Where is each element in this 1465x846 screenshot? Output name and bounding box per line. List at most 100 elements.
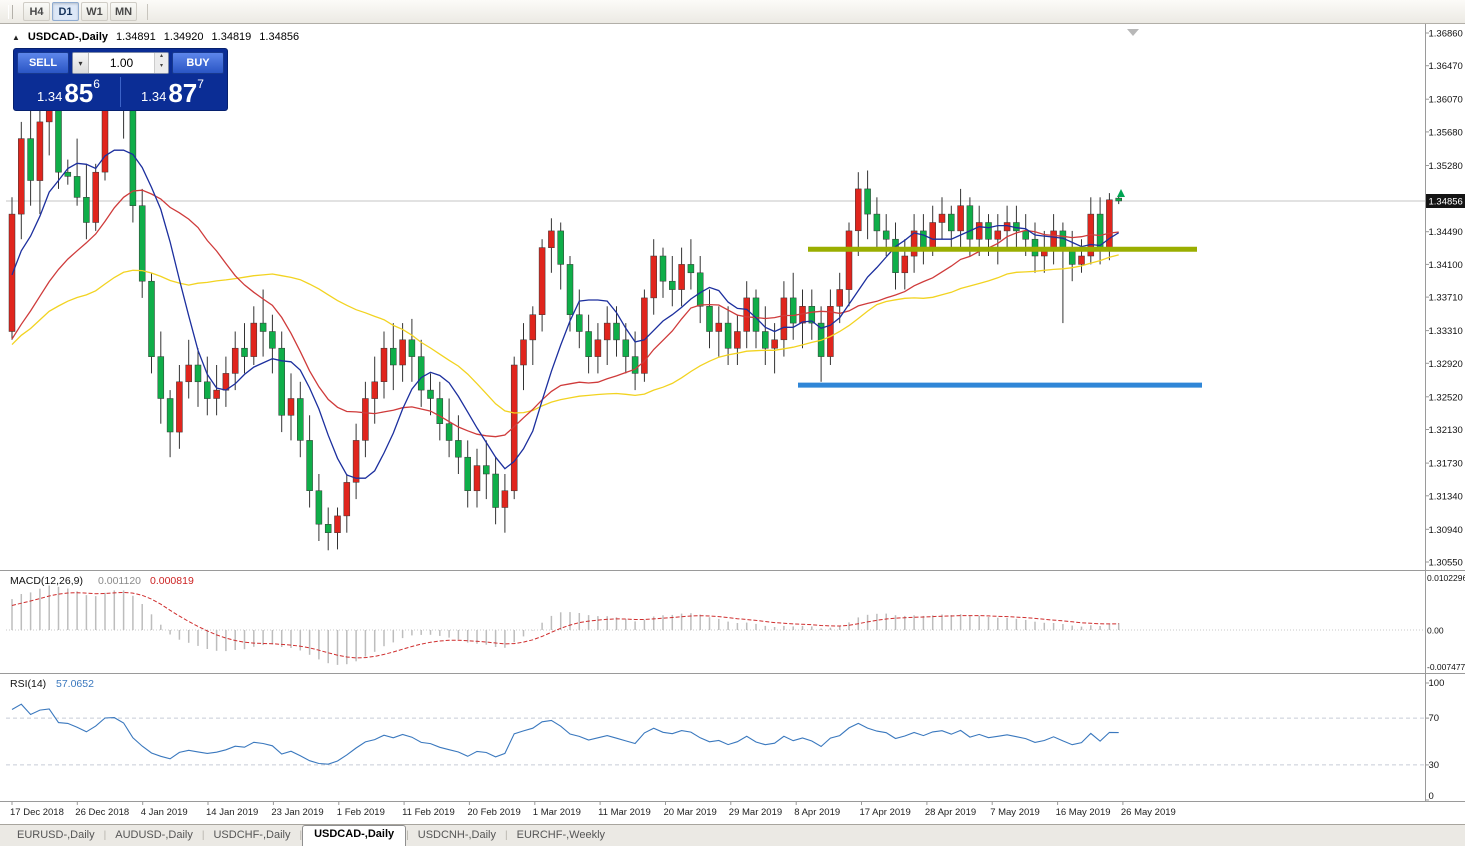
buy-button[interactable]: BUY xyxy=(172,52,224,74)
svg-text:1 Mar 2019: 1 Mar 2019 xyxy=(533,807,581,818)
spinner-down-icon[interactable]: ▾ xyxy=(155,63,168,73)
svg-text:28 Apr 2019: 28 Apr 2019 xyxy=(925,807,976,818)
svg-text:1.32130: 1.32130 xyxy=(1429,425,1463,436)
ohlc-high: 1.34920 xyxy=(163,31,204,43)
toolbar-grip[interactable] xyxy=(8,4,13,19)
chart-canvas[interactable]: 1.368601.364701.360701.356801.352801.348… xyxy=(0,0,1465,824)
tab-separator: | xyxy=(299,830,303,841)
trade-panel-controls: SELL ▾ ▴▾ BUY xyxy=(17,52,224,74)
buy-price[interactable]: 1.34 87 7 xyxy=(120,77,224,107)
chart-shift-icon[interactable] xyxy=(1127,29,1139,36)
svg-text:1.31730: 1.31730 xyxy=(1429,459,1463,470)
svg-text:16 May 2019: 16 May 2019 xyxy=(1056,807,1111,818)
timeframe-toolbar: H4 D1 W1 MN xyxy=(0,0,1465,24)
svg-text:8 Apr 2019: 8 Apr 2019 xyxy=(794,807,840,818)
svg-text:11 Mar 2019: 11 Mar 2019 xyxy=(598,807,651,818)
spinner-up-icon[interactable]: ▴ xyxy=(155,53,168,63)
sell-price[interactable]: 1.34 85 6 xyxy=(17,77,120,107)
svg-text:17 Apr 2019: 17 Apr 2019 xyxy=(860,807,911,818)
svg-text:14 Jan 2019: 14 Jan 2019 xyxy=(206,807,258,818)
svg-text:1.34490: 1.34490 xyxy=(1429,227,1463,238)
svg-text:1.30940: 1.30940 xyxy=(1429,525,1463,536)
ohlc-close: 1.34856 xyxy=(259,31,300,43)
svg-text:4 Jan 2019: 4 Jan 2019 xyxy=(141,807,188,818)
ohlc-low: 1.34819 xyxy=(211,31,252,43)
timeframe-mn[interactable]: MN xyxy=(110,2,137,22)
svg-text:MACD(12,26,9): MACD(12,26,9) xyxy=(10,575,83,587)
svg-text:0.0102296: 0.0102296 xyxy=(1427,573,1465,583)
tab-separator: | xyxy=(103,830,107,841)
svg-text:1.36860: 1.36860 xyxy=(1429,29,1463,40)
chart-tab-bar: EURUSD-,Daily | AUDUSD-,Daily | USDCHF-,Dail… xyxy=(0,824,1465,846)
svg-text:RSI(14): RSI(14) xyxy=(10,678,46,690)
svg-text:-0.0074772: -0.0074772 xyxy=(1427,662,1465,672)
svg-text:1.31340: 1.31340 xyxy=(1429,491,1463,502)
svg-text:100: 100 xyxy=(1429,678,1445,689)
tab-separator: | xyxy=(201,830,205,841)
svg-text:1.34100: 1.34100 xyxy=(1429,260,1463,271)
one-click-toggle-icon[interactable]: ▲ xyxy=(12,32,20,42)
svg-text:70: 70 xyxy=(1429,713,1440,724)
svg-text:1.32520: 1.32520 xyxy=(1429,392,1463,403)
buy-price-point: 7 xyxy=(197,77,204,91)
svg-text:1.35680: 1.35680 xyxy=(1429,127,1463,138)
chart-title-row: ▲ USDCAD-,Daily 1.34891 1.34920 1.34819 … xyxy=(12,31,299,43)
sell-price-big: 1.34 xyxy=(37,89,63,104)
tab-eurchf-weekly[interactable]: EURCHF-,Weekly xyxy=(516,829,606,841)
volume-input[interactable] xyxy=(89,53,154,73)
volume-spinner[interactable]: ▴ ▾ xyxy=(154,53,168,73)
ma-line-40 xyxy=(11,254,1119,414)
svg-text:57.0652: 57.0652 xyxy=(56,678,94,690)
tab-audusd-daily[interactable]: AUDUSD-,Daily xyxy=(115,829,193,841)
svg-text:1.33310: 1.33310 xyxy=(1429,326,1463,337)
chart-symbol-label: USDCAD-,Daily xyxy=(27,31,108,43)
svg-text:1.36470: 1.36470 xyxy=(1429,61,1463,72)
toolbar-separator xyxy=(147,3,148,20)
buy-price-pips: 87 xyxy=(168,78,198,108)
price-axis: 1.36860 1.36470 1.36070 1.35680 1.35280 1.348… xyxy=(1426,29,1465,569)
chart-background xyxy=(0,24,1465,824)
svg-text:11 Feb 2019: 11 Feb 2019 xyxy=(402,807,455,818)
svg-text:1.35280: 1.35280 xyxy=(1429,161,1463,172)
tab-eurusd-daily[interactable]: EURUSD-,Daily xyxy=(17,829,95,841)
svg-text:20 Mar 2019: 20 Mar 2019 xyxy=(664,807,717,818)
timeframe-h4[interactable]: H4 xyxy=(23,2,50,22)
trade-panel-prices: 1.34 85 6 1.34 87 7 xyxy=(17,77,224,107)
svg-text:26 Dec 2018: 26 Dec 2018 xyxy=(75,807,129,818)
tab-usdchf-daily[interactable]: USDCHF-,Daily xyxy=(213,829,291,841)
svg-text:1.36070: 1.36070 xyxy=(1429,95,1463,106)
svg-text:26 May 2019: 26 May 2019 xyxy=(1121,807,1176,818)
timeframe-buttons: H4 D1 W1 MN xyxy=(22,2,138,22)
candlestick-series xyxy=(8,54,1122,551)
bid-price-box xyxy=(1426,194,1465,208)
rsi-line xyxy=(11,703,1119,765)
svg-text:7 May 2019: 7 May 2019 xyxy=(990,807,1040,818)
timeframe-w1[interactable]: W1 xyxy=(81,2,108,22)
svg-text:0.00: 0.00 xyxy=(1427,626,1444,636)
volume-box: ▾ ▴▾ xyxy=(72,52,169,74)
svg-text:29 Mar 2019: 29 Mar 2019 xyxy=(729,807,782,818)
svg-text:1.32920: 1.32920 xyxy=(1429,359,1463,370)
svg-text:23 Jan 2019: 23 Jan 2019 xyxy=(271,807,323,818)
one-click-trading-panel: SELL ▾ ▴▾ BUY 1.34 85 6 1.34 87 7 xyxy=(13,48,228,111)
sell-price-pips: 85 xyxy=(64,78,94,108)
ohlc-open: 1.34891 xyxy=(116,31,156,43)
svg-text:1.33710: 1.33710 xyxy=(1429,293,1463,304)
timeframe-d1[interactable]: D1 xyxy=(52,2,79,22)
tab-separator: | xyxy=(406,830,409,841)
svg-text:1.30550: 1.30550 xyxy=(1429,558,1463,569)
buy-arrow-marker[interactable] xyxy=(1117,189,1125,197)
tab-usdcnh-daily[interactable]: USDCNH-,Daily xyxy=(417,829,496,841)
volume-dropdown-icon[interactable]: ▾ xyxy=(73,53,89,73)
sell-button[interactable]: SELL xyxy=(17,52,69,74)
svg-text:0.001120: 0.001120 xyxy=(98,575,141,587)
svg-text:1 Feb 2019: 1 Feb 2019 xyxy=(337,807,385,818)
tab-usdcad-daily[interactable]: USDCAD-,Daily xyxy=(302,825,407,846)
svg-text:0: 0 xyxy=(1429,791,1434,802)
svg-text:20 Feb 2019: 20 Feb 2019 xyxy=(467,807,520,818)
svg-text:17 Dec 2018: 17 Dec 2018 xyxy=(10,807,64,818)
svg-text:0.000819: 0.000819 xyxy=(150,575,194,587)
sell-price-point: 6 xyxy=(93,77,100,91)
tab-separator: | xyxy=(505,830,508,841)
